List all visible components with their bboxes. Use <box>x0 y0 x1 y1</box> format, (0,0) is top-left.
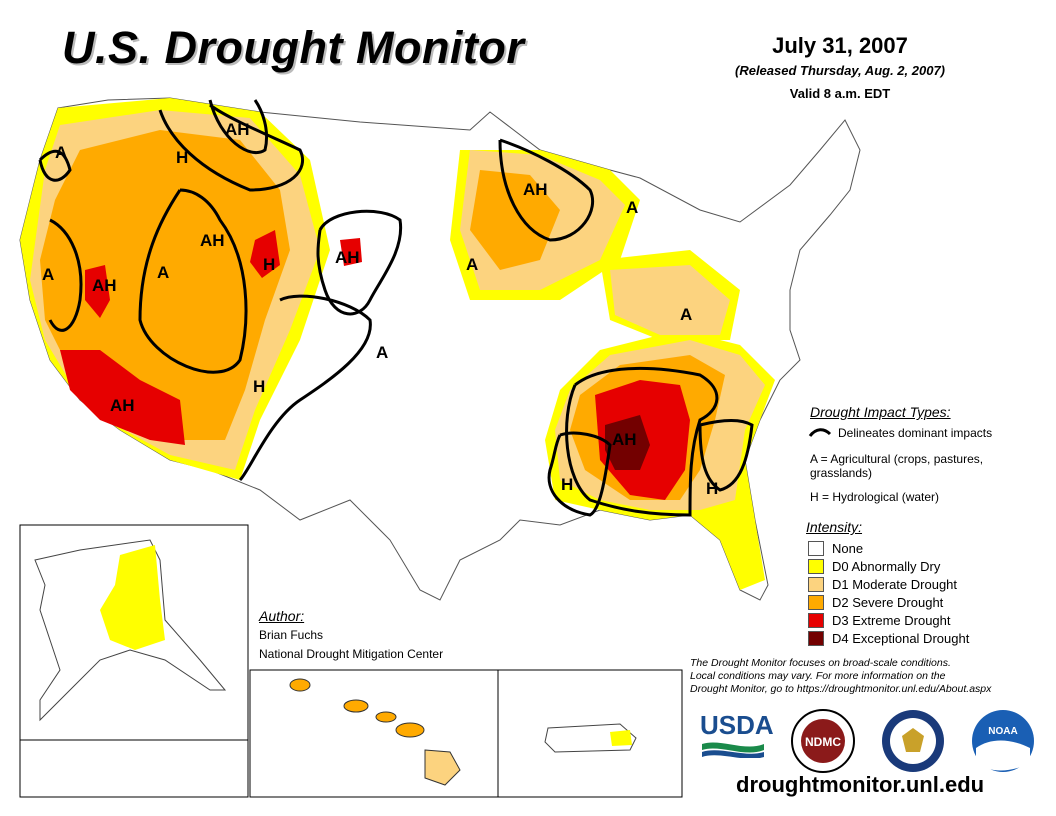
impact-label: A <box>680 305 692 324</box>
legend-item-d2: D2 Severe Drought <box>808 594 943 610</box>
legend-label: D0 Abnormally Dry <box>832 558 941 574</box>
swatch <box>808 576 824 592</box>
hawaii-inset-frame <box>249 669 499 798</box>
impact-label: H <box>561 475 573 494</box>
svg-text:NOAA: NOAA <box>988 726 1017 737</box>
usda-logo: USDA <box>700 710 774 762</box>
alaska-d0 <box>100 545 165 650</box>
legend-item-d3: D3 Extreme Drought <box>808 612 951 628</box>
legend-item-d4: D4 Exceptional Drought <box>808 630 969 646</box>
impact-legend-heading: Drought Impact Types: <box>810 404 951 420</box>
legend-label: None <box>832 540 864 556</box>
commerce-seal-icon <box>882 710 944 772</box>
author-org: National Drought Mitigation Center <box>259 647 444 661</box>
legend-label: D3 Extreme Drought <box>832 612 951 628</box>
swatch <box>808 630 824 646</box>
impact-label: AH <box>335 248 360 267</box>
impact-label: A <box>42 265 54 284</box>
d2-northcentral <box>470 170 560 270</box>
d3-california <box>60 350 185 445</box>
disclaimer: The Drought Monitor focuses on broad-sca… <box>690 657 1020 696</box>
impact-label: AH <box>110 396 135 415</box>
impact-line-text: Delineates dominant impacts <box>838 426 993 440</box>
d4-alabama <box>605 415 650 470</box>
impact-lines <box>38 99 754 517</box>
impact-line-legend: Delineates dominant impacts <box>808 426 992 440</box>
impact-label: A <box>376 343 388 362</box>
usda-logo-text: USDA <box>700 710 774 740</box>
website-link[interactable]: droughtmonitor.unl.edu <box>736 772 985 797</box>
d3-nevada <box>85 265 110 318</box>
d3-wyoming <box>340 238 362 266</box>
legend-item-none: None <box>808 540 863 556</box>
usda-swoosh-icon <box>702 742 764 759</box>
swatch <box>808 594 824 610</box>
impact-label: H <box>253 377 265 396</box>
valid-time: Valid 8 a.m. EDT <box>789 86 891 101</box>
ndmc-logo: NDMC <box>791 709 855 773</box>
impact-label: A <box>55 143 67 162</box>
impact-label: AH <box>612 430 637 449</box>
disclaimer-line: Drought Monitor, go to https://droughtmo… <box>690 683 992 695</box>
swatch <box>808 540 824 556</box>
impact-line-icon <box>808 428 832 437</box>
d3-idaho <box>250 230 280 278</box>
legend-label: D1 Moderate Drought <box>832 576 958 592</box>
page-title: U.S. Drought Monitor <box>62 22 525 73</box>
hydrological-legend: H = Hydrological (water) <box>810 490 940 504</box>
disclaimer-line: The Drought Monitor focuses on broad-sca… <box>690 657 951 669</box>
impact-label: H <box>706 479 718 498</box>
impact-label: A <box>466 255 478 274</box>
intensity-legend-heading: Intensity: <box>806 519 863 535</box>
impact-label: H <box>263 255 275 274</box>
swatch <box>808 558 824 574</box>
impact-label: AH <box>92 276 117 295</box>
legend-item-d0: D0 Abnormally Dry <box>808 558 940 574</box>
impact-label: A <box>626 198 638 217</box>
noaa-logo: NOAA <box>972 710 1034 772</box>
impact-label: AH <box>225 120 250 139</box>
author-name: Brian Fuchs <box>259 628 324 642</box>
legend-item-d1: D1 Moderate Drought <box>808 576 957 592</box>
impact-label: AH <box>523 180 548 199</box>
agricultural-legend: A = Agricultural (crops, pastures, <box>810 452 984 466</box>
d1-ohio <box>610 265 730 335</box>
svg-text:NDMC: NDMC <box>805 735 841 749</box>
legend-label: D4 Exceptional Drought <box>832 630 970 646</box>
release-date: (Released Thursday, Aug. 2, 2007) <box>735 63 945 78</box>
impact-label: A <box>157 263 169 282</box>
impact-label: AH <box>200 231 225 250</box>
impact-label: H <box>176 148 188 167</box>
map-date: July 31, 2007 <box>772 33 908 58</box>
swatch <box>808 612 824 628</box>
legend-label: D2 Severe Drought <box>832 594 944 610</box>
disclaimer-line: Local conditions may vary. For more info… <box>690 670 946 682</box>
author-heading: Author: <box>259 608 305 624</box>
agricultural-legend-2: grasslands) <box>810 466 873 480</box>
